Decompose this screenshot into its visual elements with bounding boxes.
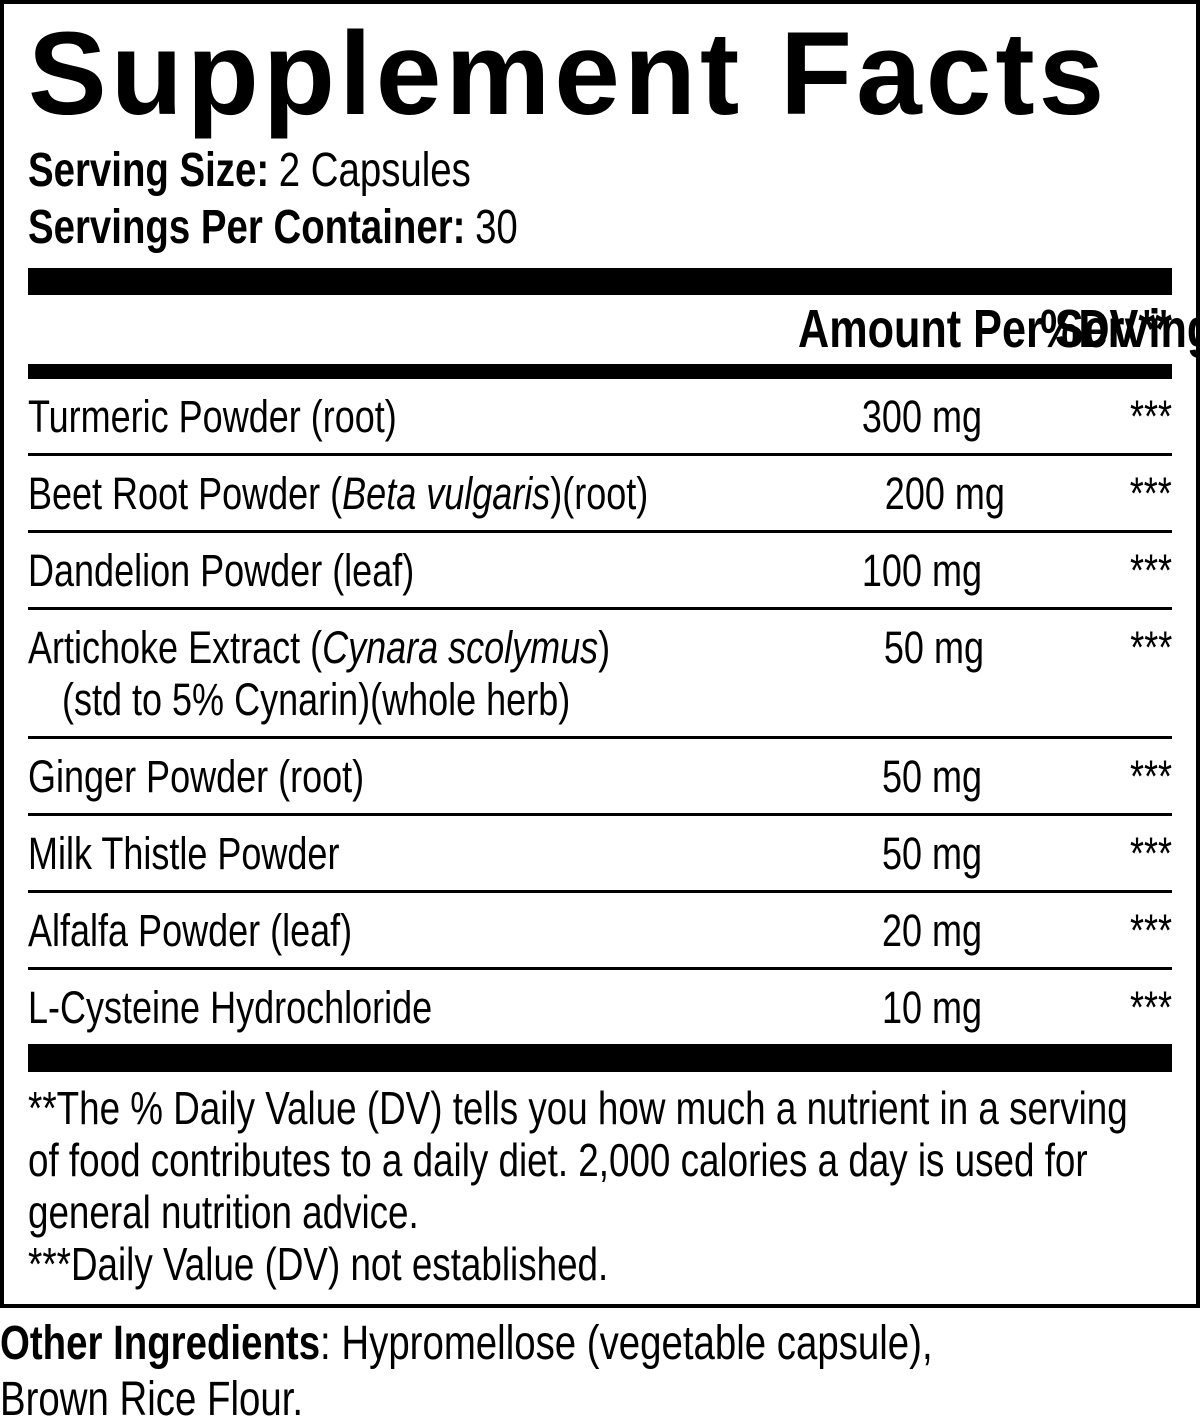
dv-cell: *** <box>1129 621 1172 673</box>
table-row: L-Cysteine Hydrochloride 10 mg *** <box>28 970 1172 1044</box>
ingredient-name: Beet Root Powder (Beta vulgaris)(root) <box>28 467 649 519</box>
ingredient-name-cell: Artichoke Extract (Cynara scolymus) (std… <box>28 622 756 726</box>
dv-header-cell: %DV** <box>982 298 1172 360</box>
table-row: Ginger Powder (root) 50 mg *** <box>28 739 1172 816</box>
ingredient-name-cell: Milk Thistle Powder <box>28 828 752 880</box>
amount-cell: 50 mg <box>881 827 982 879</box>
serving-size-label: Serving Size: <box>28 143 270 197</box>
other-ingredients-line2: Brown Rice Flour. <box>0 1372 304 1426</box>
amount-cell: 100 mg <box>861 544 982 596</box>
ingredient-name-cell: L-Cysteine Hydrochloride <box>28 982 752 1034</box>
table-header-row: Amount Per Serving %DV** <box>28 295 1200 364</box>
dv-cell: *** <box>1129 750 1172 802</box>
dv-cell: *** <box>1129 827 1172 879</box>
amount-per-serving-header-cell: Amount Per Serving <box>752 298 1200 360</box>
amount-cell: 20 mg <box>881 904 982 956</box>
table-row: Dandelion Powder (leaf) 100 mg *** <box>28 533 1172 610</box>
supplement-facts-panel: Supplement Facts Serving Size: 2 Capsules… <box>0 0 1200 1308</box>
serving-size-line: Serving Size: 2 Capsules <box>28 142 943 199</box>
other-ingredients-line1: Other Ingredients: Hypromellose (vegetab… <box>0 1316 960 1372</box>
ingredient-name: L-Cysteine Hydrochloride <box>28 981 433 1033</box>
amount-cell: 50 mg <box>883 621 984 673</box>
dv-cell: *** <box>1129 981 1172 1033</box>
amount-cell: 50 mg <box>881 750 982 802</box>
table-row: Turmeric Powder (root) 300 mg *** <box>28 379 1172 456</box>
amount-per-serving-header: Amount Per Serving <box>798 299 1200 360</box>
servings-per-container-label: Servings Per Container: <box>28 200 466 254</box>
ingredient-name: Turmeric Powder (root) <box>28 390 397 442</box>
ingredient-name-cell: Ginger Powder (root) <box>28 751 752 803</box>
ingredient-name-cell: Dandelion Powder (leaf) <box>28 545 752 597</box>
ingredient-name: Ginger Powder (root) <box>28 750 365 802</box>
ingredient-name: Artichoke Extract (Cynara scolymus) <box>28 621 611 673</box>
servings-per-container-value: 30 <box>475 200 518 254</box>
ingredient-name: Alfalfa Powder (leaf) <box>28 904 353 956</box>
serving-info: Serving Size: 2 Capsules Servings Per Con… <box>28 142 1172 256</box>
other-ingredients-text: : Hypromellose (vegetable capsule), <box>320 1316 933 1370</box>
dv-cell: *** <box>1129 544 1172 596</box>
divider-bar-top <box>28 267 1172 295</box>
divider-bar-bottom <box>28 1043 1172 1072</box>
divider-bar-under-header <box>28 363 1172 379</box>
table-row: Milk Thistle Powder 50 mg *** <box>28 816 1172 893</box>
table-row: Alfalfa Powder (leaf) 20 mg *** <box>28 893 1172 970</box>
serving-size-value: 2 Capsules <box>278 143 471 197</box>
dv-cell: *** <box>1129 467 1172 519</box>
other-ingredients-label: Other Ingredients <box>0 1316 321 1370</box>
footnote-line: of food contributes to a daily diet. 2,0… <box>28 1133 1088 1186</box>
amount-cell: 200 mg <box>885 467 1006 519</box>
footnote-line: ***Daily Value (DV) not established. <box>28 1237 609 1290</box>
ingredient-name-line2: (std to 5% Cynarin)(whole herb) <box>62 673 571 725</box>
amount-cell: 10 mg <box>881 981 982 1033</box>
dv-cell: *** <box>1129 390 1172 442</box>
table-row: Artichoke Extract (Cynara scolymus) (std… <box>28 610 1172 739</box>
table-row: Beet Root Powder (Beta vulgaris)(root) 2… <box>28 456 1172 533</box>
ingredient-name-cell: Turmeric Powder (root) <box>28 391 752 443</box>
page-title: Supplement Facts <box>28 8 1109 140</box>
dv-cell: *** <box>1129 904 1172 956</box>
footnote-line: **The % Daily Value (DV) tells you how m… <box>28 1081 1128 1134</box>
ingredient-name: Dandelion Powder (leaf) <box>28 544 415 596</box>
footnote-line: general nutrition advice. <box>28 1185 419 1238</box>
other-ingredients: Other Ingredients: Hypromellose (vegetab… <box>0 1316 1200 1428</box>
dv-header: %DV** <box>1039 299 1172 360</box>
ingredient-name-cell: Beet Root Powder (Beta vulgaris)(root) <box>28 468 803 520</box>
footnotes: **The % Daily Value (DV) tells you how m… <box>28 1072 1172 1304</box>
ingredient-name: Milk Thistle Powder <box>28 827 340 879</box>
ingredient-name-cell: Alfalfa Powder (leaf) <box>28 905 752 957</box>
amount-cell: 300 mg <box>861 390 982 442</box>
servings-per-container-line: Servings Per Container: 30 <box>28 199 943 256</box>
